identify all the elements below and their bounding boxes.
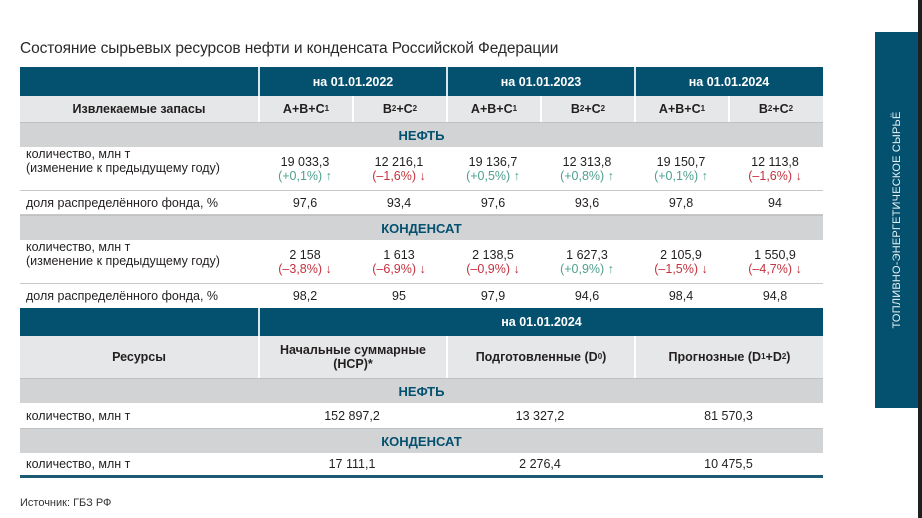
value-cell: 1 627,3 (+0,9%) ↑ [560, 247, 614, 276]
section-oil: НЕФТЬ [20, 122, 823, 147]
header-d1-d2: Прогнозные (D 1 +D 2) [634, 336, 823, 378]
side-section-label: ТОПЛИВНО-ЭНЕРГЕТИЧЕСКОЕ СЫРЬЁ [890, 111, 903, 329]
value-cell: 2 105,9 (–1,5%) ↓ [654, 247, 708, 276]
row-label: количество, млн т [26, 408, 131, 423]
value-cell: 97,6 [480, 195, 506, 210]
value-cell: 1 550,9 (–4,7%) ↓ [748, 247, 802, 276]
value-cell: 95 [392, 289, 406, 303]
row-label: доля распределённого фонда, % [26, 195, 219, 210]
table-row-condensate-resources: количество, млн т 17 111,1 2 276,4 10 47… [20, 453, 823, 478]
table-row-oil-share: доля распределённого фонда, % 97,6 93,4 … [20, 191, 823, 215]
value-cell: 98,2 [292, 289, 318, 303]
side-section-tab: ТОПЛИВНО-ЭНЕРГЕТИЧЕСКОЕ СЫРЬЁ [875, 32, 918, 408]
value-cell: 17 111,1 [328, 457, 376, 471]
value-cell: 94,8 [762, 289, 788, 303]
value-cell: 93,4 [386, 195, 412, 210]
header-b2c2: B 2 +C 2 [728, 96, 822, 122]
reserves-header-categories: Извлекаемые запасы A+B+C 1 B 2 +C 2 A+B+C 1 B… [20, 96, 823, 122]
value-cell: 1 613 (–6,9%) ↓ [372, 247, 426, 276]
table-row-condensate-share: доля распределённого фонда, % 98,2 95 97… [20, 284, 823, 308]
section-condensate: КОНДЕНСАТ [20, 215, 823, 240]
value-cell: 152 897,2 [324, 408, 380, 423]
header-abc1: A+B+C 1 [446, 96, 540, 122]
header-d0: Подготовленные (D 0) [446, 336, 634, 378]
row-label: количество, млн т [26, 457, 131, 471]
header-date-2022: на 01.01.2022 [258, 67, 446, 96]
value-cell: 97,9 [480, 289, 506, 303]
header-b2c2: B 2 +C 2 [352, 96, 446, 122]
value-cell: 12 113,8 (–1,6%) ↓ [748, 154, 802, 183]
value-cell: 93,6 [574, 195, 600, 210]
header-nsr: Начальные суммарные (НСР)* [258, 336, 446, 378]
reserves-table: на 01.01.2022 на 01.01.2023 на 01.01.202… [20, 67, 823, 478]
source-note: Источник: ГБЗ РФ [20, 497, 112, 509]
header-abc1: A+B+C 1 [258, 96, 352, 122]
header-recoverable-reserves: Извлекаемые запасы [72, 102, 206, 116]
page-edge [918, 0, 922, 518]
header-date-2023: на 01.01.2023 [446, 67, 634, 96]
value-cell: 10 475,5 [704, 457, 753, 471]
section-oil: НЕФТЬ [20, 378, 823, 403]
header-abc1: A+B+C 1 [634, 96, 728, 122]
header-empty [20, 67, 258, 96]
header-date-2024: на 01.01.2024 [634, 67, 822, 96]
value-cell: 2 138,5 (–0,9%) ↓ [466, 247, 520, 276]
table-row-oil-resources: количество, млн т 152 897,2 13 327,2 81 … [20, 403, 823, 428]
value-cell: 2 276,4 [519, 457, 561, 471]
table-row-oil-quantity: количество, млн т (изменение к предыдуще… [20, 147, 823, 191]
value-cell: 97,8 [668, 195, 694, 210]
value-cell: 97,6 [292, 195, 318, 210]
value-cell: 98,4 [668, 289, 694, 303]
value-cell: 2 158 (–3,8%) ↓ [278, 247, 332, 276]
table-row-condensate-quantity: количество, млн т (изменение к предыдуще… [20, 240, 823, 284]
header-b2c2: B 2 +C 2 [540, 96, 634, 122]
value-cell: 94,6 [574, 289, 600, 303]
section-condensate: КОНДЕНСАТ [20, 428, 823, 453]
header-empty [20, 308, 258, 336]
row-label: доля распределённого фонда, % [26, 289, 219, 303]
header-resources: Ресурсы [112, 350, 166, 364]
reserves-header-dates: на 01.01.2022 на 01.01.2023 на 01.01.202… [20, 67, 823, 96]
row-label: количество, млн т (изменение к предыдуще… [26, 240, 220, 268]
value-cell: 19 033,3 (+0,1%) ↑ [278, 154, 332, 183]
value-cell: 19 136,7 (+0,5%) ↑ [466, 154, 520, 183]
value-cell: 19 150,7 (+0,1%) ↑ [654, 154, 708, 183]
resources-header-date: на 01.01.2024 [20, 308, 823, 336]
value-cell: 12 313,8 (+0,8%) ↑ [560, 154, 614, 183]
table-title: Состояние сырьевых ресурсов нефти и конд… [20, 40, 559, 57]
header-date-2024: на 01.01.2024 [258, 308, 823, 336]
value-cell: 94 [768, 195, 782, 210]
value-cell: 12 216,1 (–1,6%) ↓ [372, 154, 426, 183]
resources-header-columns: Ресурсы Начальные суммарные (НСР)* Подго… [20, 336, 823, 378]
row-label: количество, млн т (изменение к предыдуще… [26, 147, 220, 175]
value-cell: 13 327,2 [515, 408, 565, 423]
value-cell: 81 570,3 [704, 408, 753, 423]
